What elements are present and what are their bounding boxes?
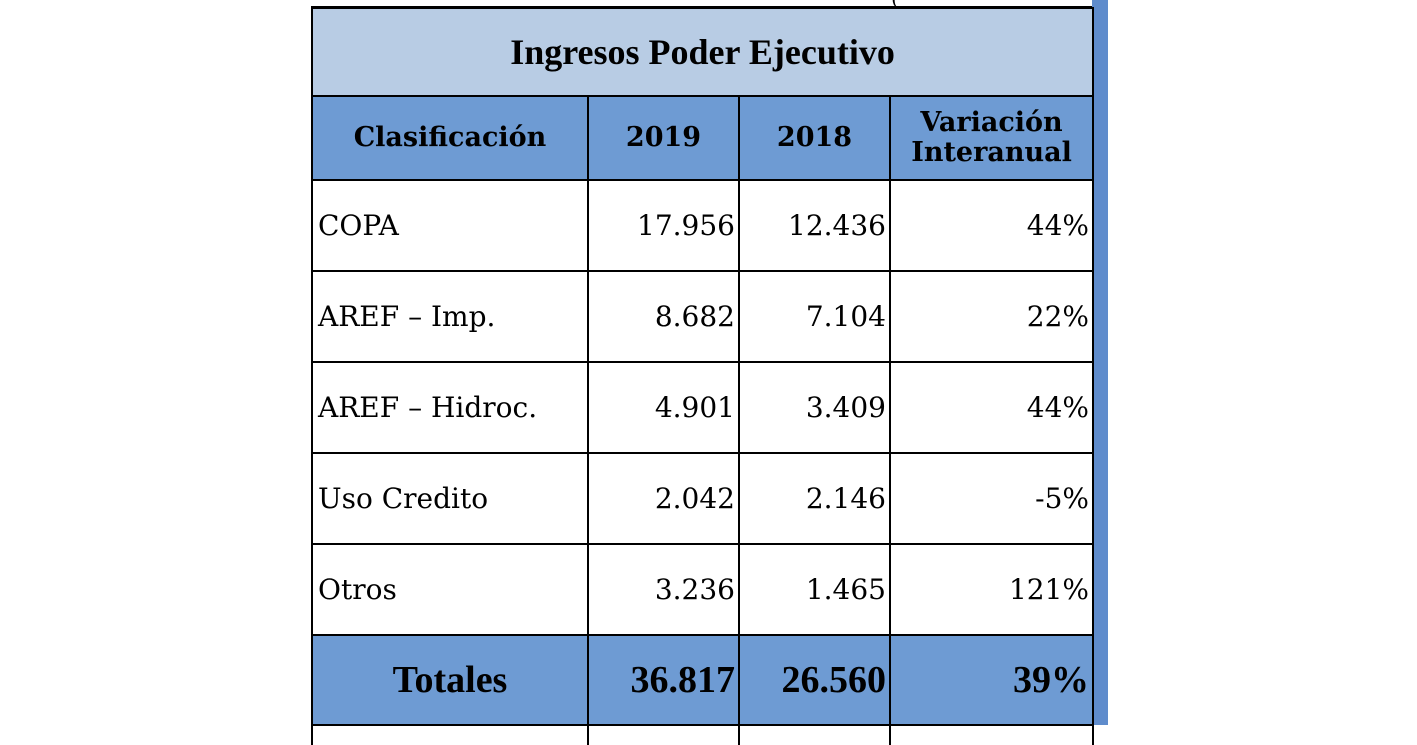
value-2019: 8.682: [587, 270, 740, 363]
row-label: Otros: [311, 543, 589, 636]
value-variation: 44%: [888, 179, 1095, 272]
empty-cell: [888, 724, 1095, 745]
table-title-row: Ingresos Poder Ejecutivo: [310, 7, 1095, 97]
table-row: Uso Credito 2.042 2.146 -5%: [311, 452, 1095, 545]
table-row: AREF – Hidroc. 4.901 3.409 44%: [311, 361, 1095, 454]
empty-cell: [311, 724, 589, 745]
col-header-clasificacion: Clasificación: [311, 95, 589, 181]
totals-label: Totales: [311, 634, 589, 726]
value-2019: 3.236: [587, 543, 740, 636]
table-row: AREF – Imp. 8.682 7.104 22%: [311, 270, 1095, 363]
col-header-2018: 2018: [738, 95, 891, 181]
spreadsheet-table-image: ( Ingresos Poder Ejecutivo Clasificación…: [310, 0, 1108, 745]
col-header-2019: 2019: [587, 95, 740, 181]
value-variation: -5%: [888, 452, 1095, 545]
empty-cell: [738, 724, 891, 745]
value-2019: 2.042: [587, 452, 740, 545]
value-2018: 2.146: [738, 452, 891, 545]
totals-row: Totales 36.817 26.560 39%: [311, 634, 1095, 726]
table-header-row: Clasificación 2019 2018 Variación Intera…: [311, 95, 1095, 181]
total-variation: 39%: [888, 634, 1095, 726]
value-variation: 22%: [888, 270, 1095, 363]
cropped-top-text: (: [891, 0, 899, 10]
col-header-variacion-line2: Interanual: [911, 137, 1072, 168]
col-header-variacion: Variación Interanual: [888, 95, 1095, 181]
empty-row: [311, 724, 1095, 745]
total-2018: 26.560: [738, 634, 891, 726]
table-row: Otros 3.236 1.465 121%: [311, 543, 1095, 636]
row-label: COPA: [311, 179, 589, 272]
row-label: Uso Credito: [311, 452, 589, 545]
table-title: Ingresos Poder Ejecutivo: [310, 7, 1095, 97]
value-2018: 12.436: [738, 179, 891, 272]
value-2019: 17.956: [587, 179, 740, 272]
empty-cell: [587, 724, 740, 745]
total-2019: 36.817: [587, 634, 740, 726]
value-2018: 3.409: [738, 361, 891, 454]
value-variation: 121%: [888, 543, 1095, 636]
value-2018: 1.465: [738, 543, 891, 636]
income-table: Ingresos Poder Ejecutivo Clasificación 2…: [310, 7, 1095, 745]
col-header-variacion-line1: Variación: [920, 107, 1063, 138]
value-variation: 44%: [888, 361, 1095, 454]
table-row: COPA 17.956 12.436 44%: [311, 179, 1095, 272]
cropped-top-strip: (: [311, 0, 1092, 10]
row-label: AREF – Hidroc.: [311, 361, 589, 454]
row-label: AREF – Imp.: [311, 270, 589, 363]
value-2018: 7.104: [738, 270, 891, 363]
value-2019: 4.901: [587, 361, 740, 454]
right-accent-bar: [1092, 0, 1108, 725]
